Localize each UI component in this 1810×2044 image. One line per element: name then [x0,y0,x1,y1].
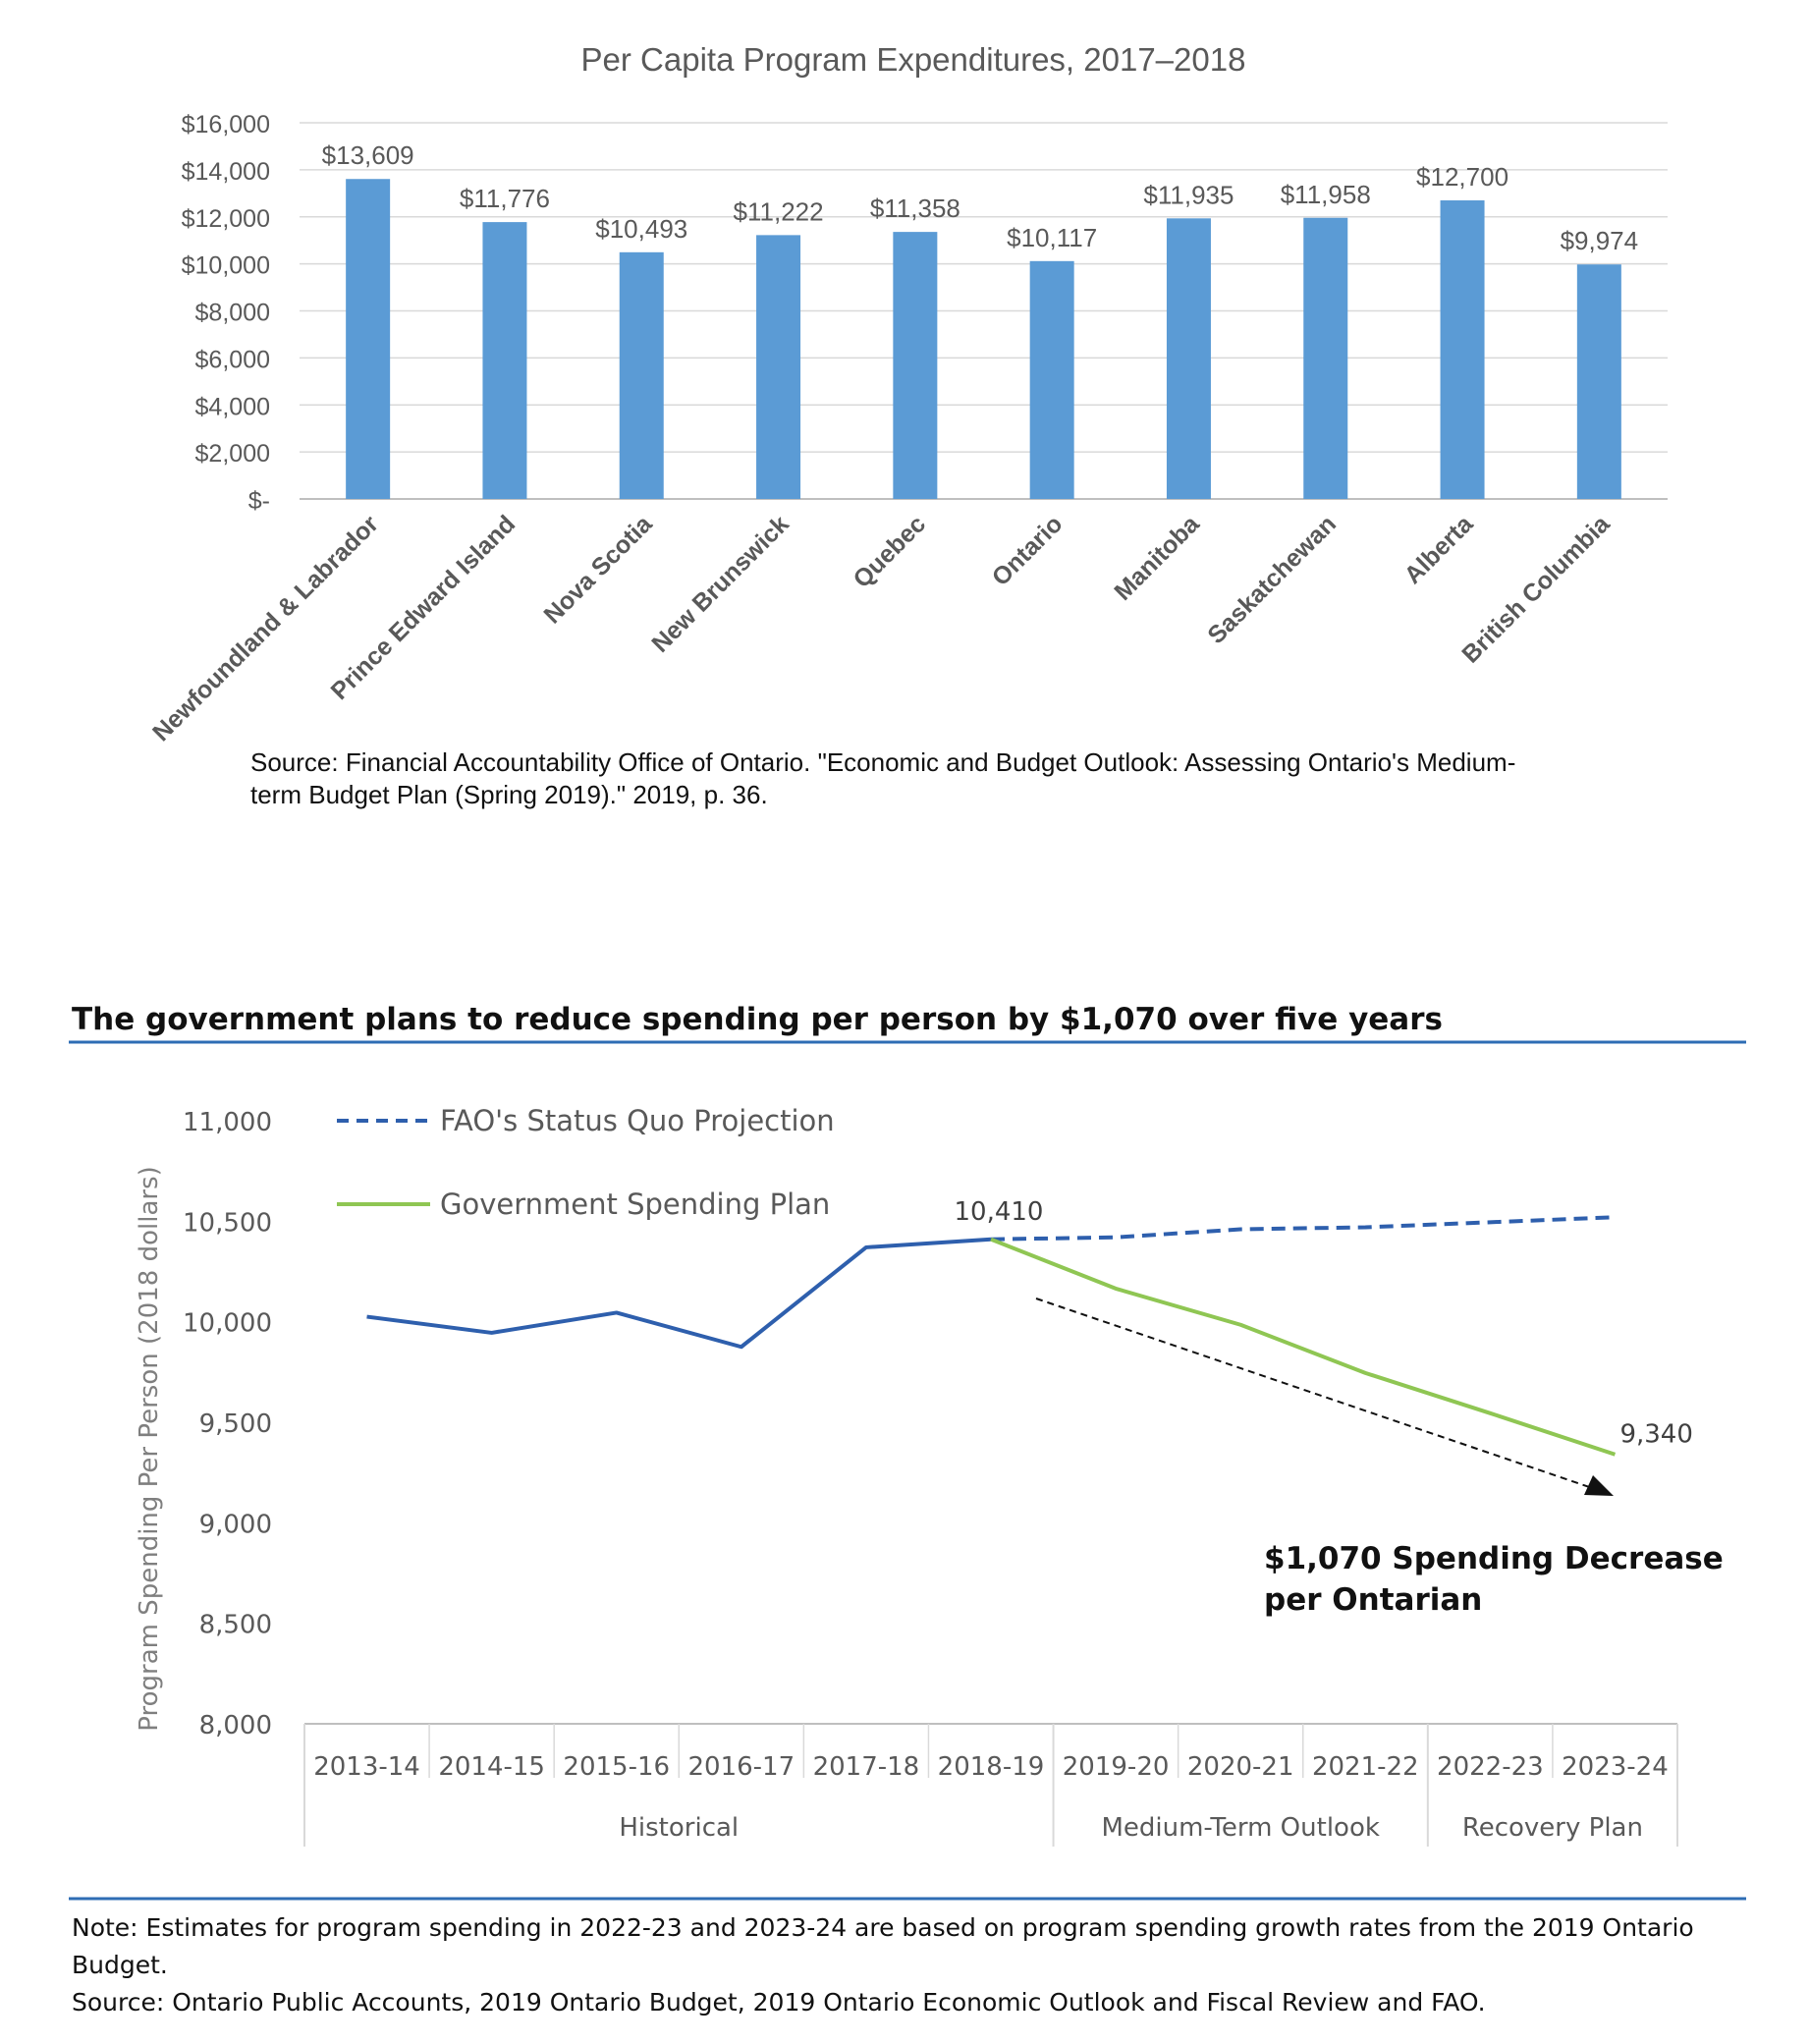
bar-chart-value-labels: $13,609 $11,776 $10,493 $11,222 $11,358 $10,1… [322,140,1638,255]
bar [346,179,391,499]
y-tick-label: $8,000 [195,300,270,327]
x-tick-label: 2019-20 [1063,1752,1170,1782]
line-chart-point-labels: 10,410 9,340 [955,1197,1693,1450]
bar-value-label: $11,958 [1281,180,1371,209]
bar [893,232,938,500]
y-tick-label: $16,000 [182,111,270,138]
y-tick-label: 10,500 [183,1208,272,1238]
bar-value-label: $10,493 [595,214,687,244]
y-tick-label: $4,000 [195,393,270,420]
bar-value-label: $11,776 [460,184,550,213]
x-tick-label: 2017-18 [813,1752,920,1782]
y-tick-label: $6,000 [195,346,270,373]
x-tick-label: 2022-23 [1437,1752,1544,1782]
bar-chart-bars [346,179,1621,500]
bar-chart-source: Source: Financial Accountability Office … [250,747,1516,809]
x-tick-label: 2016-17 [687,1752,795,1782]
line-chart-legend: FAO's Status Quo Projection Government S… [337,1104,835,1221]
series-line [990,1237,1617,1457]
bar [1029,260,1074,499]
decrease-arrow [1035,1298,1602,1492]
legend-label-government: Government Spending Plan [440,1188,830,1221]
bar [1303,217,1348,499]
line-chart-y-tick-labels: 8,000 8,500 9,000 9,500 10,000 10,500 11,000 [183,1108,272,1740]
y-tick-label: $10,000 [182,252,270,280]
x-tick-label: 2015-16 [563,1752,670,1782]
bar-value-label: $13,609 [322,140,414,170]
bar-value-label: $11,935 [1143,180,1234,209]
series-line [990,1215,1616,1242]
decrease-arrowhead [1584,1475,1614,1496]
y-tick-label: 8,500 [199,1611,272,1640]
bar [1440,199,1485,499]
y-tick-label: 11,000 [183,1108,272,1137]
x-tick-label: 2023-24 [1562,1752,1669,1782]
line-chart-y-axis-label: Program Spending Per Person (2018 dollar… [135,1166,164,1732]
period-group-label: Medium-Term Outlook [1101,1813,1379,1843]
line-chart-x-tick-labels: 2013-14 2014-15 2015-16 2016-17 2017-18 2018-… [313,1752,1669,1782]
bar [1576,264,1621,499]
line-chart-period-groups: Historical Medium-Term Outlook Recovery Pl… [619,1813,1643,1843]
bar-value-label: $12,700 [1416,162,1508,192]
point-label: 9,340 [1619,1420,1692,1450]
per-capita-bar-chart: Per Capita Program Expenditures, 2017–20… [147,41,1668,746]
line-chart-note: Note: Estimates for program spending in … [72,1913,1694,1979]
bar-chart-gridlines [300,122,1668,500]
bar [756,235,801,499]
y-tick-label: 9,500 [199,1409,272,1439]
line-chart-x-axis-frame [303,1723,1678,1847]
bar-value-label: $11,358 [870,193,960,223]
line-chart-source: Source: Ontario Public Accounts, 2019 On… [72,1988,1486,2016]
bar-chart-y-tick-labels: $- $2,000 $4,000 $6,000 $8,000 $10,000 $12,000… [182,111,270,515]
x-tick-label: 2018-19 [938,1752,1045,1782]
bar [619,251,664,499]
series-line [366,1237,992,1350]
x-tick-label: 2013-14 [313,1752,420,1782]
decrease-annotation-line1: $1,070 Spending Decrease [1264,1541,1724,1576]
y-tick-label: 9,000 [199,1510,272,1539]
line-chart-title: The government plans to reduce spending … [72,1002,1443,1037]
bar-value-label: $9,974 [1561,226,1639,255]
y-tick-label: $12,000 [182,205,270,233]
period-group-label: Recovery Plan [1462,1813,1643,1843]
bar-value-label: $10,117 [1007,223,1097,252]
bar-chart-title: Per Capita Program Expenditures, 2017–20… [581,41,1246,78]
y-tick-label: 8,000 [199,1711,272,1740]
y-tick-label: $2,000 [195,440,270,468]
legend-label-status-quo: FAO's Status Quo Projection [440,1104,835,1137]
y-tick-label: 10,000 [183,1309,272,1339]
line-chart-series [366,1215,1617,1457]
x-tick-label: 2021-22 [1312,1752,1419,1782]
decrease-annotation-line2: per Ontarian [1264,1582,1482,1618]
bar-value-label: $11,222 [734,196,824,226]
bar [1166,218,1211,499]
x-tick-label: 2014-15 [438,1752,545,1782]
y-tick-label: $14,000 [182,158,270,186]
y-tick-label: $- [248,487,270,515]
point-label: 10,410 [955,1197,1044,1227]
x-tick-label: 2020-21 [1187,1752,1294,1782]
period-group-label: Historical [619,1813,739,1843]
bar [482,222,527,499]
